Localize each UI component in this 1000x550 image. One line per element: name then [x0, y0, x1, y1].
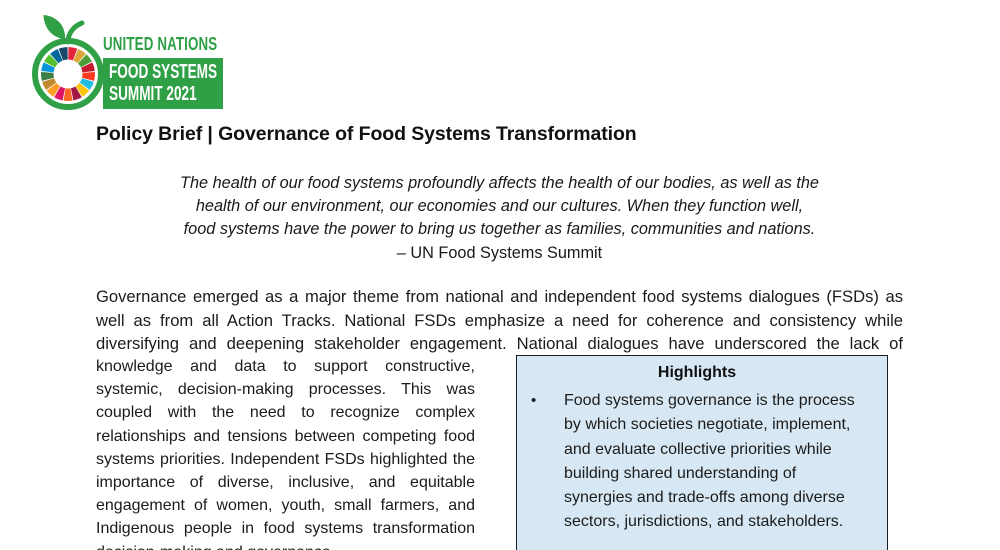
body-with-highlights: Highlights • Food systems governance is … [96, 355, 903, 550]
body-paragraph-part1: Governance emerged as a major theme from… [96, 287, 903, 353]
logo-org-name: UNITED NATIONS [103, 34, 218, 54]
quote-line-3: food systems have the power to bring us … [183, 220, 816, 239]
logo-banner-line1: FOOD SYSTEMS [109, 61, 218, 83]
quote-line-1: The health of our food systems profoundl… [180, 174, 819, 192]
page-title: Policy Brief | Governance of Food System… [96, 123, 637, 145]
logo-text-block: UNITED NATIONS FOOD SYSTEMS SUMMIT 2021 [103, 34, 257, 109]
highlights-box: Highlights • Food systems governance is … [516, 355, 888, 550]
quote-attribution: – UN Food Systems Summit [396, 243, 603, 262]
unfss-logo: UNITED NATIONS FOOD SYSTEMS SUMMIT 2021 [30, 12, 240, 118]
quote-line-2: health of our environment, our economies… [195, 197, 804, 216]
bullet-icon: • [531, 392, 537, 409]
highlights-bullet-item: • Food systems governance is the process… [531, 389, 863, 535]
highlights-bullet-text: Food systems governance is the process b… [564, 392, 855, 531]
unfss-apple-wheel-icon [32, 15, 104, 110]
sdg-wheel-icon [41, 47, 95, 101]
highlights-title: Highlights [657, 364, 737, 381]
body-paragraph-part2: knowledge and data to support constructi… [96, 358, 475, 550]
logo-banner-line2: SUMMIT 2021 [109, 82, 197, 105]
logo-banner: FOOD SYSTEMS SUMMIT 2021 [103, 58, 223, 109]
pull-quote: The health of our food systems profoundl… [96, 172, 903, 265]
